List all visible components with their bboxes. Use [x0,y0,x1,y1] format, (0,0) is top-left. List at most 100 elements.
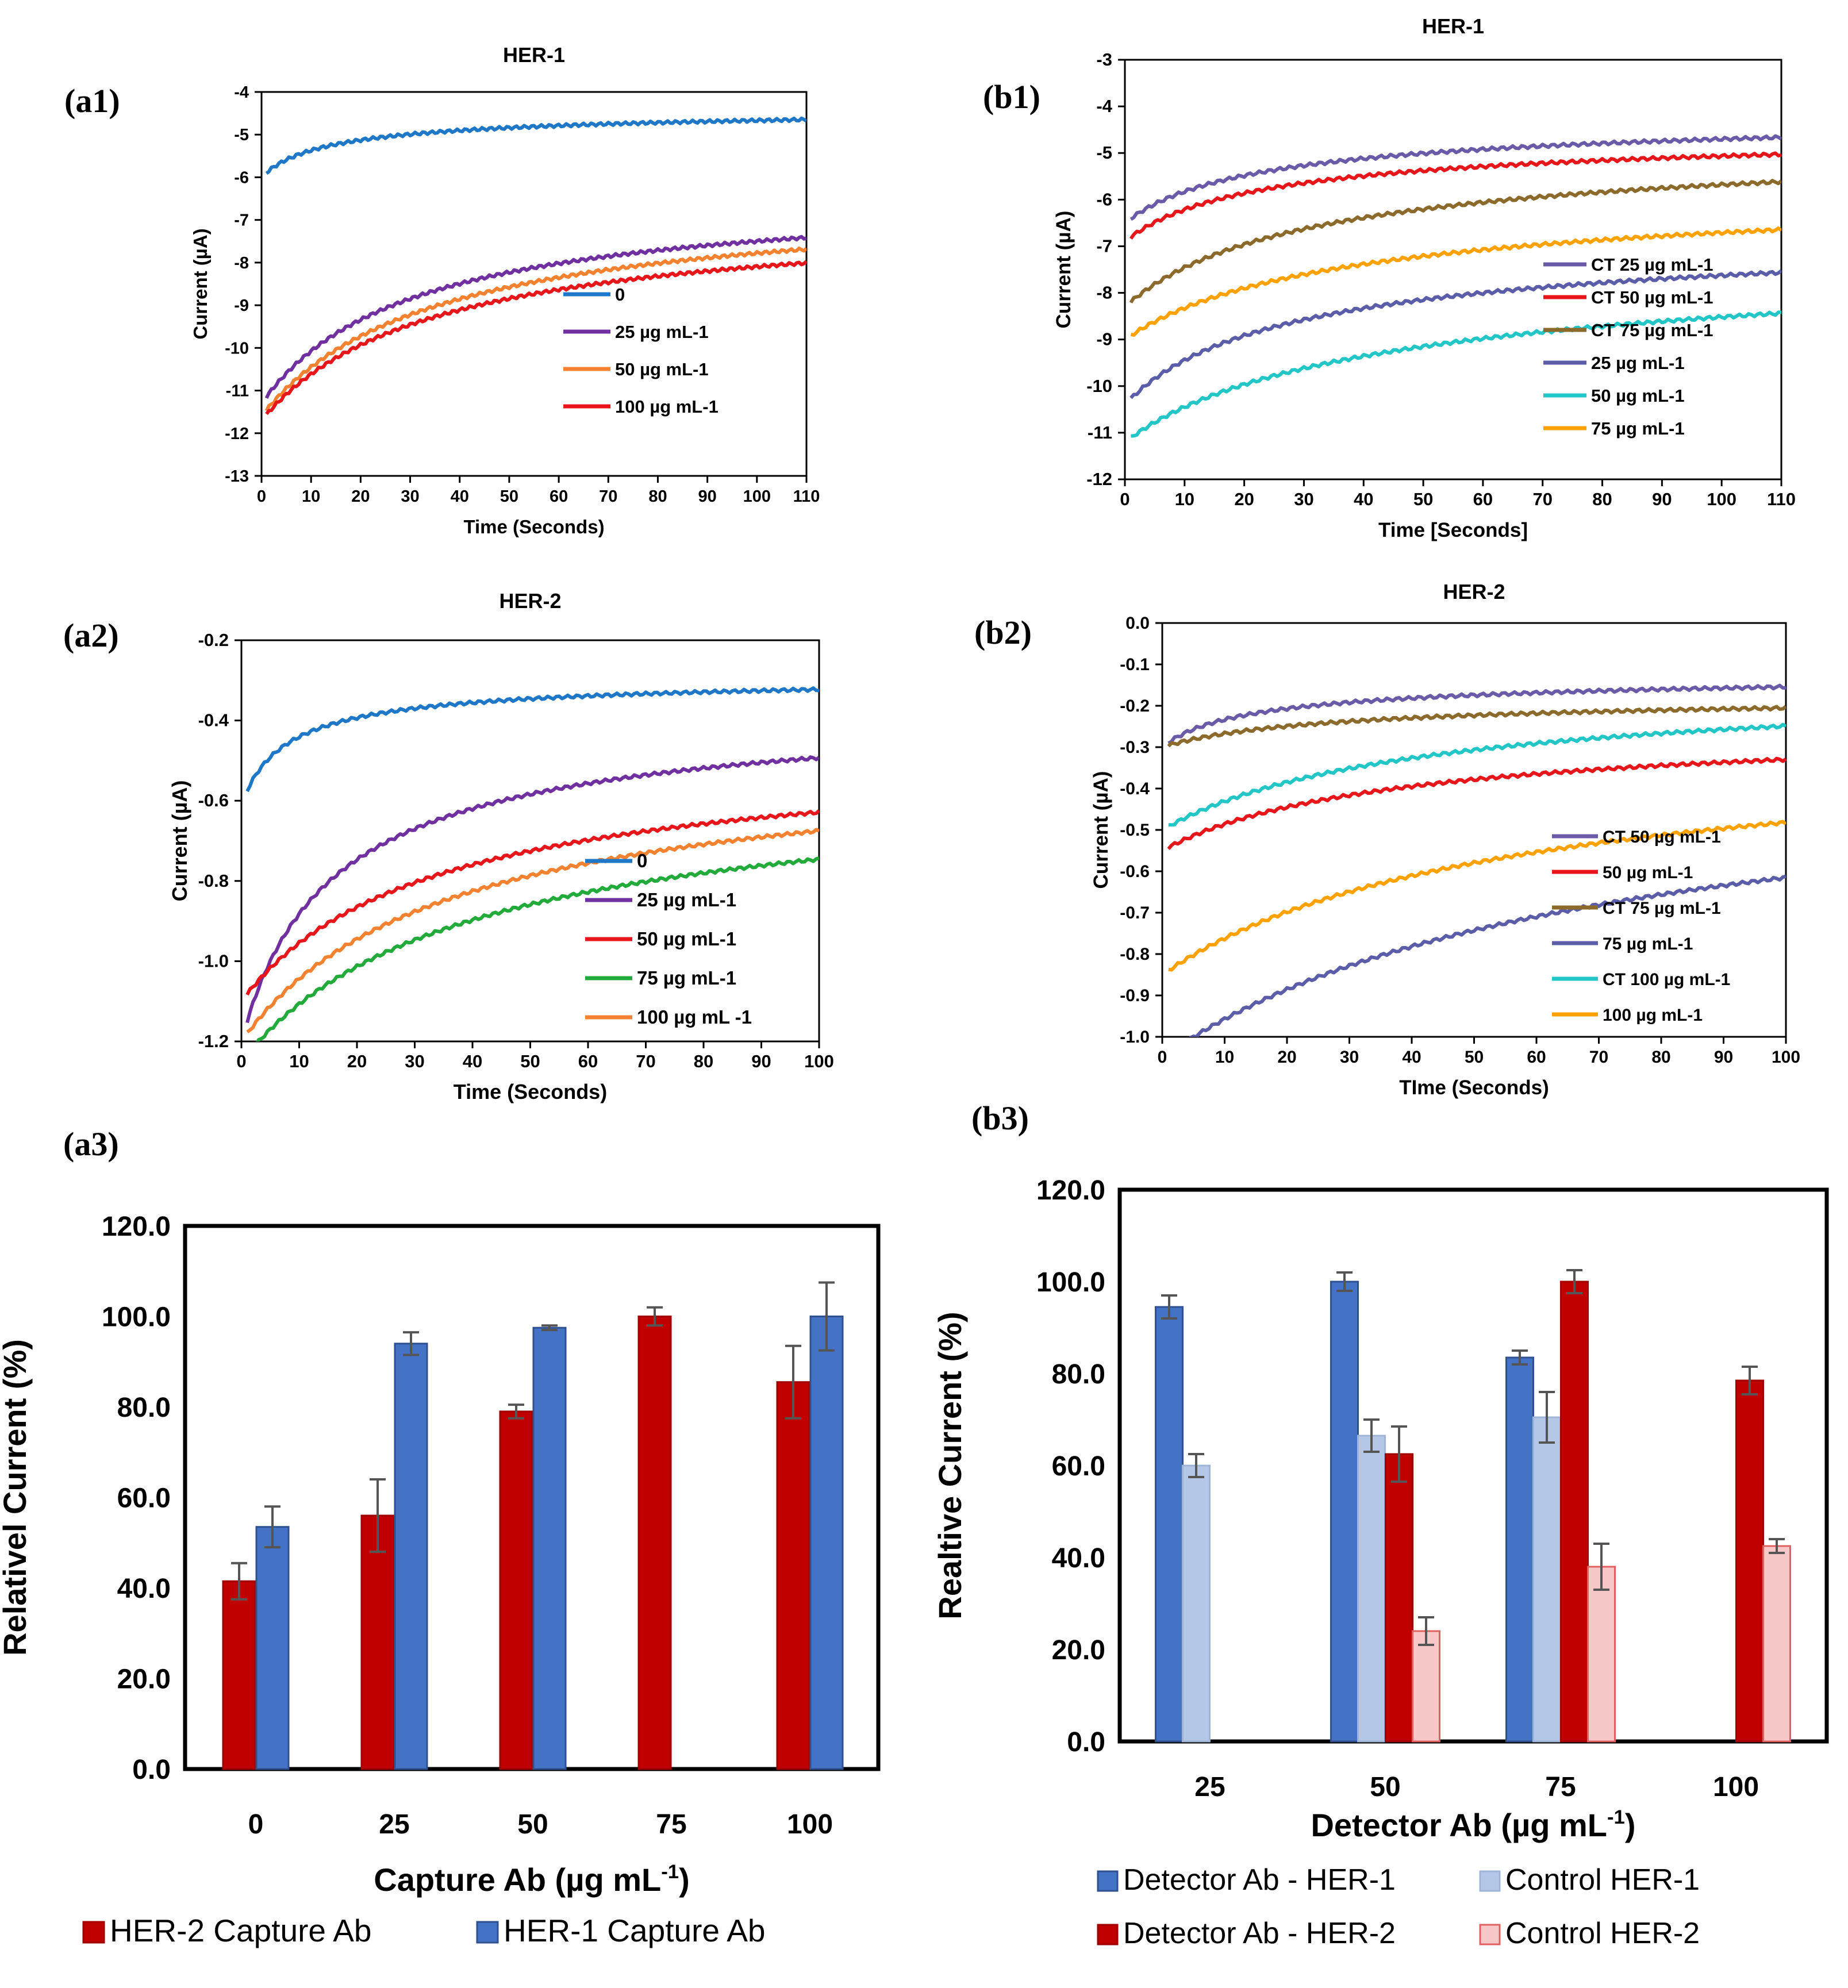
y-tick-label: 60.0 [1052,1451,1105,1482]
x-tick-label: 70 [1589,1048,1608,1067]
legend-label: CT 50 µg mL-1 [1591,287,1713,307]
legend-label: 50 µg mL-1 [1603,863,1693,882]
bar [255,1526,290,1770]
x-tick-label: 30 [401,487,419,506]
legend-label: CT 75 µg mL-1 [1603,899,1721,918]
x-tick-label: 90 [698,487,717,506]
bar [499,1410,533,1770]
legend-label: CT 50 µg mL-1 [1603,828,1721,847]
bar [222,1580,256,1770]
x-tick-label: 100 [804,1051,834,1071]
series-line-0 [265,116,806,175]
legend-label: 0 [615,284,625,305]
x-axis-label-tail: ) [1625,1807,1636,1843]
x-axis-label: TIme (Seconds) [1399,1076,1549,1099]
chart-title: HER-2 [499,589,561,613]
x-tick-label: 20 [351,487,370,506]
x-tick-label: 50 [500,487,518,506]
x-tick-label: 90 [1714,1048,1733,1067]
y-tick-label: 80.0 [117,1393,171,1423]
legend-label: 75 µg mL-1 [637,967,736,989]
y-tick-label: -0.2 [1120,697,1150,716]
bar [1155,1306,1184,1743]
legend-label: 50 µg mL-1 [637,928,736,949]
bar [1330,1281,1359,1743]
y-tick-label: -12 [225,425,249,443]
bar [1357,1435,1386,1743]
y-tick-label: 120.0 [102,1212,171,1242]
x-tick-label: 40 [463,1051,482,1071]
chart-title: HER-2 [1443,580,1505,603]
series-line-3 [1129,269,1781,399]
legend-label: CT 100 µg mL-1 [1603,970,1730,989]
x-tick-label: 0 [1120,489,1129,509]
chart-a1: HER-1 (a1) 0 10 20 30 40 50 60 70 80 90 100 110 -13 -12… [64,43,820,537]
x-axis-label-sup: -1 [661,1861,679,1883]
bar [1762,1545,1791,1743]
legend-swatch [1479,1924,1501,1945]
legend-label: 100 µg mL-1 [615,397,719,417]
x-tick-label: 40 [1354,489,1373,509]
y-tick-label: -0.2 [198,630,229,650]
legend-label: Control HER-2 [1505,1917,1700,1950]
series-line-5 [1130,226,1781,337]
x-tick-label: 0 [236,1051,246,1071]
x-tick-label: 100 [743,487,771,506]
x-tick-label: 25 [1194,1772,1225,1802]
y-tick-label: 0.0 [132,1755,171,1785]
legend-label: CT 25 µg mL-1 [1591,255,1713,275]
y-tick-label: -1.0 [1120,1028,1150,1047]
y-tick-label: 60.0 [117,1483,171,1514]
y-tick-label: -4 [234,83,249,102]
bar [1182,1464,1211,1743]
x-tick-label: 30 [1294,489,1313,509]
y-tick-label: -8 [234,254,249,272]
x-tick-label: 100 [1707,489,1736,509]
legend-swatch [1097,1870,1119,1892]
legend-label: 50 µg mL-1 [615,359,709,379]
y-tick-label: -10 [225,339,249,357]
x-axis-label: Detector Ab (µg mL-1) [1311,1806,1635,1843]
y-tick-label: -0.4 [198,710,229,730]
y-tick-label: -4 [1096,96,1112,116]
bar [1532,1416,1561,1743]
x-tick-label: 20 [1234,489,1254,509]
series-line-1 [1167,756,1786,851]
x-axis-label: Time (Seconds) [463,516,604,537]
y-tick-label: 100.0 [1036,1267,1105,1298]
legend-label: 100 µg mL -1 [637,1006,752,1028]
y-tick-label: -1.0 [198,951,229,971]
x-tick-label: 75 [1545,1772,1576,1802]
x-tick-label: 80 [1651,1048,1670,1067]
x-tick-label: 90 [1652,489,1672,509]
y-axis-label: Relativel Current (%) [0,1339,33,1656]
x-tick-label: 10 [289,1051,309,1071]
y-axis-label: Current (µA) [1090,771,1112,889]
series-line-1 [264,234,806,399]
series-line-2 [1167,705,1786,748]
x-tick-label: 70 [636,1051,655,1071]
y-tick-label: -10 [1086,376,1112,396]
bar [637,1316,672,1770]
x-tick-label: 25 [379,1809,409,1840]
chart-b1: HER-1 (b1) 0 10 20 30 40 50 60 70 80 90 100 110 -12 -11… [983,14,1796,541]
legend-label: 100 µg mL-1 [1603,1006,1703,1025]
series-line-3 [256,856,819,1041]
x-tick-label: 90 [751,1051,771,1071]
y-tick-label: 20.0 [117,1664,171,1695]
y-tick-label: -0.4 [1120,779,1150,798]
y-tick-label: -5 [1096,143,1112,163]
x-tick-label: 0 [257,487,266,506]
x-tick-label: 10 [302,487,320,506]
panel-label: (a1) [64,82,120,120]
chart-b2: HER-2 (b2) 0 10 20 30 40 50 60 70 80 90 100 -1.0 -0.9 -… [974,580,1800,1099]
y-tick-label: 80.0 [1052,1359,1105,1390]
x-tick-label: 50 [517,1809,548,1840]
series-line-0 [1129,134,1781,221]
legend-label: 75 µg mL-1 [1591,418,1685,439]
y-axis-label: Current (µA) [168,780,191,902]
y-tick-label: 40.0 [1052,1543,1105,1574]
panel-label: (a3) [63,1125,119,1163]
y-tick-label: -0.6 [1120,862,1150,881]
x-tick-label: 60 [1473,489,1493,509]
